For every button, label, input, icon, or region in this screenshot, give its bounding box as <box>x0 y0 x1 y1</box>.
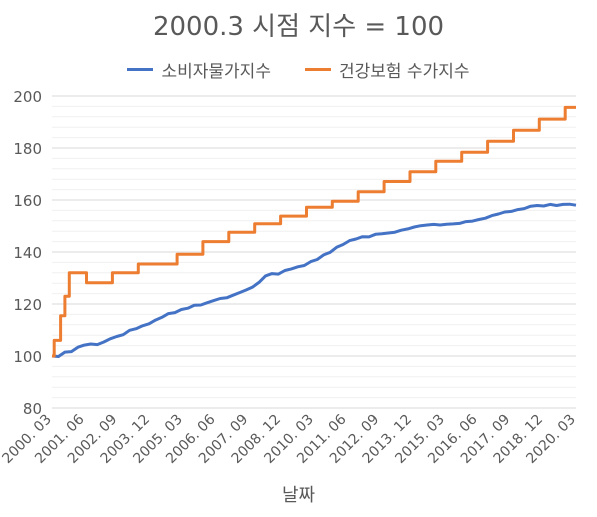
y-tick-label: 140 <box>13 244 42 262</box>
legend-label-fee-index: 건강보험 수가지수 <box>338 62 470 82</box>
y-tick-label: 100 <box>13 348 42 366</box>
legend-item-fee-index: 건강보험 수가지수 <box>304 57 470 82</box>
y-tick-label: 80 <box>23 400 42 418</box>
series-line-fee-index <box>52 105 576 358</box>
y-tick-label: 120 <box>13 296 42 314</box>
legend-item-cpi: 소비자물가지수 <box>127 57 271 82</box>
series-line-cpi <box>51 202 577 358</box>
y-tick-label: 200 <box>13 88 42 106</box>
chart-legend: 소비자물가지수 건강보험 수가지수 <box>0 57 597 82</box>
legend-label-cpi: 소비자물가지수 <box>161 62 271 82</box>
y-tick-label: 160 <box>13 192 42 210</box>
y-tick-label: 180 <box>13 140 42 158</box>
x-axis-title: 날짜 <box>281 485 316 506</box>
legend-swatch-cpi <box>127 68 154 71</box>
legend-swatch-fee-index <box>304 68 331 71</box>
chart-title: 2000.3 시점 지수 = 100 <box>152 12 445 42</box>
